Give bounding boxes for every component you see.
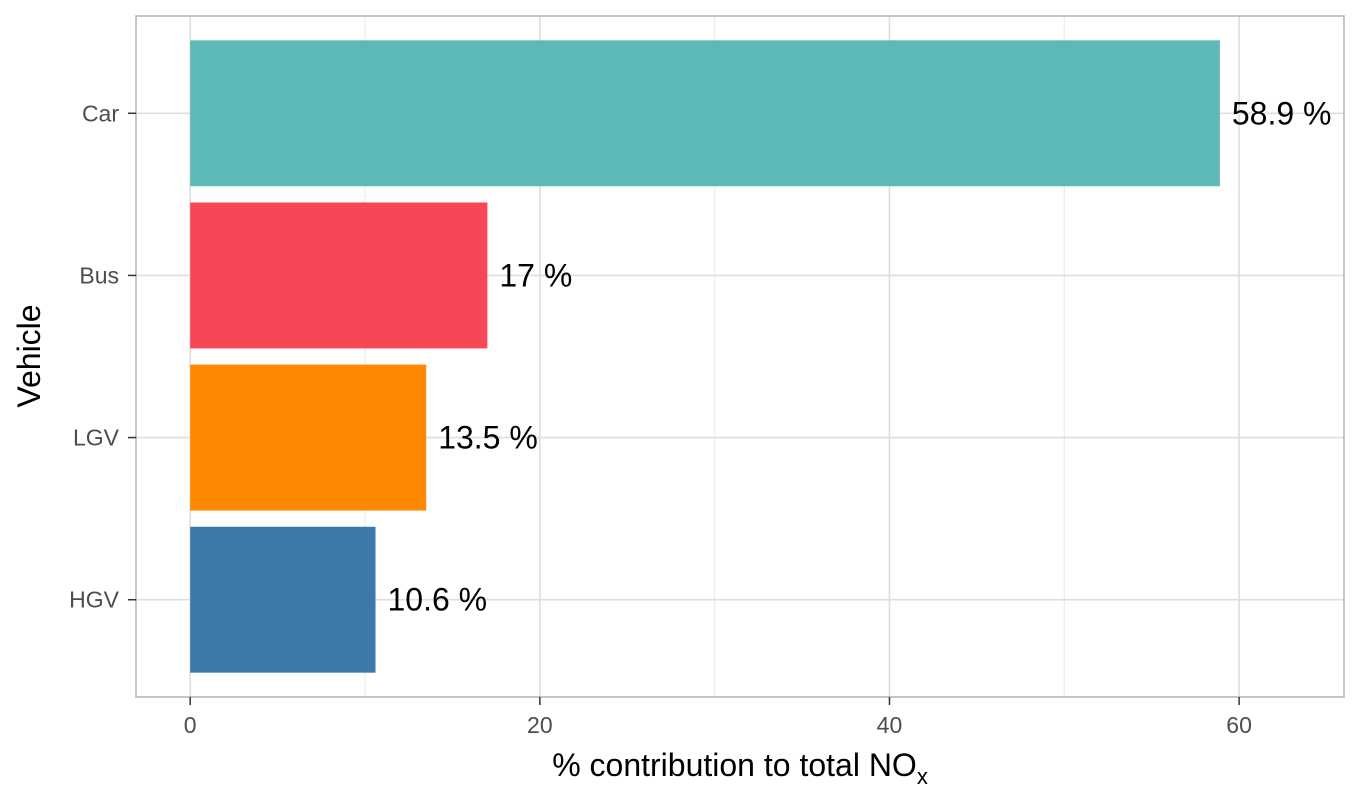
- x-tick-label: 60: [1226, 712, 1252, 738]
- bar-bus: [190, 202, 488, 349]
- bar-lgv: [190, 364, 427, 511]
- axis-ticks: 0 20 40 60 Car Bus LGV HGV: [69, 100, 1252, 738]
- y-tick-label-bus: Bus: [79, 262, 119, 288]
- x-tick-label: 0: [184, 712, 197, 738]
- x-axis-title: % contribution to total NOx: [552, 747, 928, 789]
- y-tick-label-lgv: LGV: [73, 425, 120, 451]
- bar-hgv: [190, 526, 376, 673]
- y-axis-title: Vehicle: [11, 304, 47, 407]
- bar-label-bus: 17 %: [499, 257, 572, 293]
- bar-label-hgv: 10.6 %: [388, 582, 488, 618]
- x-tick-label: 20: [527, 712, 553, 738]
- bar-car: [190, 40, 1220, 187]
- x-tick-label: 40: [877, 712, 903, 738]
- bar-label-lgv: 13.5 %: [438, 420, 538, 456]
- bar-value-labels: 58.9 % 17 % 13.5 % 10.6 %: [388, 95, 1332, 617]
- y-tick-label-car: Car: [82, 100, 119, 126]
- bar-label-car: 58.9 %: [1232, 95, 1332, 131]
- bars: [190, 40, 1220, 673]
- y-tick-label-hgv: HGV: [69, 587, 120, 613]
- panel-border: [135, 15, 1345, 698]
